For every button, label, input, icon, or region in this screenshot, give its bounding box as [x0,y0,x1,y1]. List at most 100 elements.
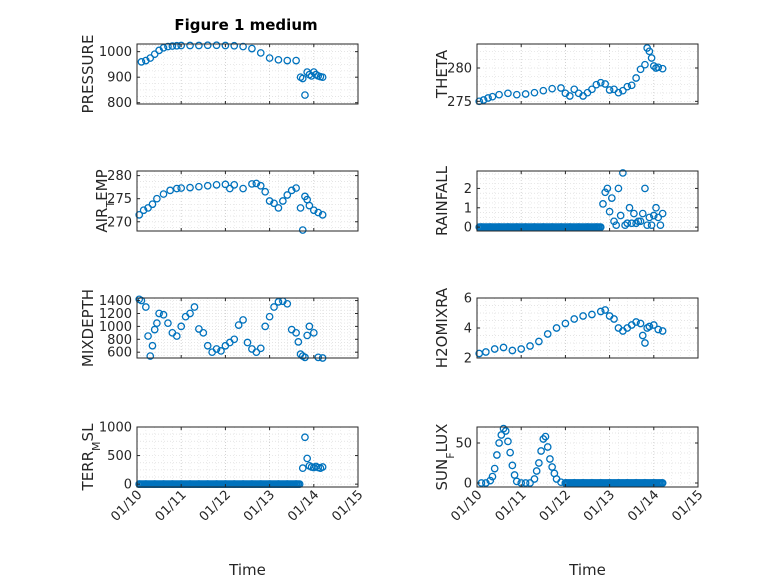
data-point [636,217,645,226]
y-tick-label: 1 [464,201,472,216]
data-point [605,207,614,216]
y-tick-label: 1000 [99,421,132,436]
y-axis-label: RAINFALL [433,165,451,236]
data-point [499,343,508,352]
data-point [638,209,647,218]
subplot-6: 2 4 6 H2OMIXRA [433,287,699,368]
data-point [612,221,621,230]
axes-frame [136,170,359,232]
data-point [314,353,323,362]
data-point [301,353,309,362]
data-point [212,41,221,50]
data-point [508,461,517,470]
data-point [168,42,177,50]
data-point [605,86,614,94]
data-point [177,184,186,192]
data-point [217,347,225,355]
data-point [570,85,579,94]
data-point [190,303,199,311]
data-point [212,345,221,353]
data-point [610,315,618,323]
data-point [270,199,278,208]
data-point [239,184,247,193]
data-point [283,299,292,308]
data-point [144,204,152,212]
data-point [548,84,556,93]
data-point [647,54,656,62]
y-axis-label: MIXDEPTH [79,289,97,367]
x-tick-label: 01/10 [108,488,145,525]
data-point [543,330,552,338]
data-point [504,89,512,98]
data-point [298,226,307,234]
data-point [256,181,265,190]
data-point [230,180,239,189]
y-tick-label: 2 [464,182,472,197]
data-point [186,41,194,50]
data-points [137,41,327,99]
data-point [532,467,541,475]
data-point [144,332,152,340]
data-point [274,298,283,306]
data-point [526,342,534,350]
data-point [195,325,203,333]
y-tick-label: 1000 [99,45,132,60]
x-tick-label: 01/14 [285,488,322,525]
data-point [203,41,212,50]
y-tick-label: 2 [464,352,472,367]
data-point [481,348,490,356]
data-point [303,331,312,340]
data-point [274,204,283,212]
data-point [535,337,543,346]
x-axis-label: Time [568,561,606,579]
data-point [579,312,587,320]
data-point [645,47,654,56]
data-point [645,322,654,331]
y-axis-label: SUNFLUX [433,424,457,491]
data-point [497,431,506,439]
data-point [256,344,265,353]
data-point [148,200,157,209]
data-point [305,322,314,331]
data-point [570,315,579,323]
data-point [305,201,314,210]
data-point [643,221,652,230]
x-tick-label: 01/11 [153,488,190,525]
axes-background [477,171,698,231]
data-point [636,319,645,328]
data-point [212,180,221,189]
y-axis-label: THETA [433,49,451,99]
data-point [539,86,548,95]
axes-frame [476,170,699,232]
data-point [539,435,548,443]
data-point [623,82,632,91]
data-point [632,74,640,82]
data-point [256,49,265,57]
data-point [177,41,186,50]
data-point [486,476,495,485]
data-point [153,194,161,203]
data-point [603,184,612,193]
y-tick-label: 275 [107,192,132,207]
data-point [557,84,565,92]
data-point [153,319,161,328]
data-point [309,328,318,337]
data-point [493,451,501,459]
data-point [283,56,292,65]
y-tick-label: 1000 [99,320,132,335]
data-point [599,200,607,208]
data-point [318,210,327,219]
y-tick-label: 275 [447,95,472,110]
data-point [141,303,150,311]
data-point [630,209,638,218]
data-point [588,85,596,94]
data-point [658,209,667,218]
y-tick-label: 270 [107,215,132,230]
x-tick-label: 01/15 [329,488,366,525]
data-point [510,471,519,479]
data-point [504,437,512,446]
